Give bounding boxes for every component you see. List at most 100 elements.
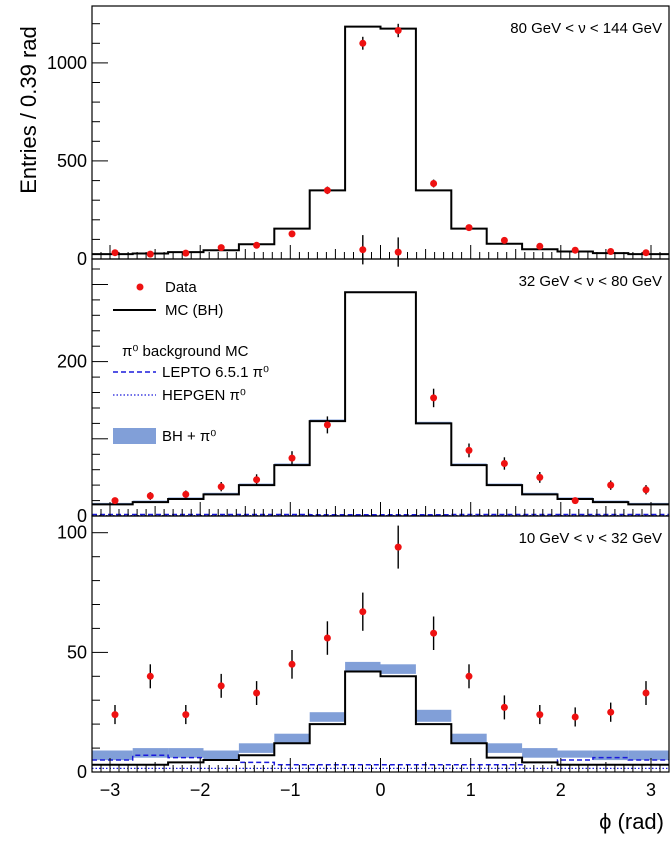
band-bin — [381, 664, 416, 674]
data-point — [218, 682, 225, 689]
y-axis-title: Entries / 0.39 rad — [16, 26, 41, 194]
data-point — [182, 711, 189, 718]
band-bin — [204, 751, 239, 761]
band-bin — [133, 748, 168, 758]
data-point — [466, 224, 473, 231]
x-tick-label: 0 — [375, 780, 385, 800]
panel-3: 0 50 100 10 GeV < ν < 32 GeV — [57, 516, 669, 782]
data-point — [536, 711, 543, 718]
legend-background-heading: π⁰ background MC — [122, 343, 249, 360]
data-point — [643, 690, 650, 697]
legend-data-label: Data — [165, 279, 197, 296]
data-point — [182, 491, 189, 498]
y-tick-label: 0 — [77, 249, 87, 269]
data-point — [430, 630, 437, 637]
panel-2: 0 200 32 GeV < ν < 80 GeV — [57, 235, 669, 526]
band-bin — [628, 751, 669, 761]
data-point — [395, 249, 402, 256]
band-bin — [487, 743, 522, 753]
data-point — [501, 704, 508, 711]
data-point — [253, 690, 260, 697]
x-tick-label: 2 — [556, 780, 566, 800]
band-bin — [593, 751, 628, 761]
panel-1: 0 500 1000 80 GeV < ν < 144 GeV — [47, 6, 669, 269]
panel-annotation: 80 GeV < ν < 144 GeV — [510, 20, 662, 37]
x-tick-label: −2 — [190, 780, 211, 800]
x-tick-label: −1 — [280, 780, 301, 800]
data-point — [359, 608, 366, 615]
data-point — [607, 248, 614, 255]
data-point — [289, 661, 296, 668]
data-point — [324, 187, 331, 194]
band-bin — [168, 748, 203, 758]
data-point — [147, 251, 154, 258]
band-bin — [416, 710, 451, 722]
legend-data-marker — [137, 284, 144, 291]
data-point — [289, 230, 296, 237]
y-tick-label: 0 — [77, 762, 87, 782]
x-tick-label: 1 — [466, 780, 476, 800]
data-point — [324, 421, 331, 428]
x-tick-label: −3 — [100, 780, 121, 800]
data-point — [572, 714, 579, 721]
data-point — [536, 474, 543, 481]
data-point — [466, 447, 473, 454]
data-point — [643, 249, 650, 256]
data-point — [572, 497, 579, 504]
legend-mc-label: MC (BH) — [165, 302, 223, 319]
data-point — [253, 476, 260, 483]
y-tick-label: 50 — [67, 642, 87, 662]
band-bin — [345, 662, 380, 672]
band-bin — [451, 734, 486, 744]
panel-annotation: 10 GeV < ν < 32 GeV — [519, 530, 662, 547]
legend: Data MC (BH) π⁰ background MC LEPTO 6.5.… — [113, 279, 269, 445]
data-point — [501, 237, 508, 244]
data-point — [501, 460, 508, 467]
legend-band-swatch — [113, 428, 156, 444]
panel-frame — [92, 6, 669, 259]
panel-frame — [92, 516, 669, 772]
legend-lepto-label: LEPTO 6.5.1 π⁰ — [162, 364, 269, 381]
y-tick-label: 500 — [57, 151, 87, 171]
data-point — [147, 673, 154, 680]
data-point — [289, 455, 296, 462]
data-point — [147, 492, 154, 499]
mc-bh-histogram — [92, 27, 669, 255]
band-bin — [558, 751, 593, 758]
data-point — [112, 711, 119, 718]
data-point — [395, 544, 402, 551]
data-point — [395, 27, 402, 34]
x-axis-title: ϕ (rad) — [599, 809, 664, 834]
y-tick-label: 100 — [57, 523, 87, 543]
legend-band-label: BH + π⁰ — [162, 428, 216, 445]
band-bin — [92, 751, 133, 761]
data-point — [607, 709, 614, 716]
x-tick-label: 3 — [646, 780, 656, 800]
band-bin — [310, 712, 345, 722]
data-point — [607, 482, 614, 489]
panel-annotation: 32 GeV < ν < 80 GeV — [519, 273, 662, 290]
x-tick-labels: −3 −2 −1 0 1 2 3 — [100, 780, 656, 800]
data-point — [359, 40, 366, 47]
y-tick-label: 200 — [57, 352, 87, 372]
data-point — [359, 246, 366, 253]
data-point — [536, 243, 543, 250]
data-point — [112, 497, 119, 504]
data-point — [112, 249, 119, 256]
band-bin — [274, 734, 309, 744]
y-tick-label: 1000 — [47, 53, 87, 73]
band-bin — [239, 743, 274, 753]
data-point — [324, 635, 331, 642]
data-point — [572, 247, 579, 254]
data-point — [218, 244, 225, 251]
data-point — [430, 394, 437, 401]
data-point — [253, 242, 260, 249]
band-bin — [522, 748, 557, 758]
data-point — [430, 180, 437, 187]
data-point — [218, 483, 225, 490]
data-point — [182, 250, 189, 257]
data-point — [643, 486, 650, 493]
